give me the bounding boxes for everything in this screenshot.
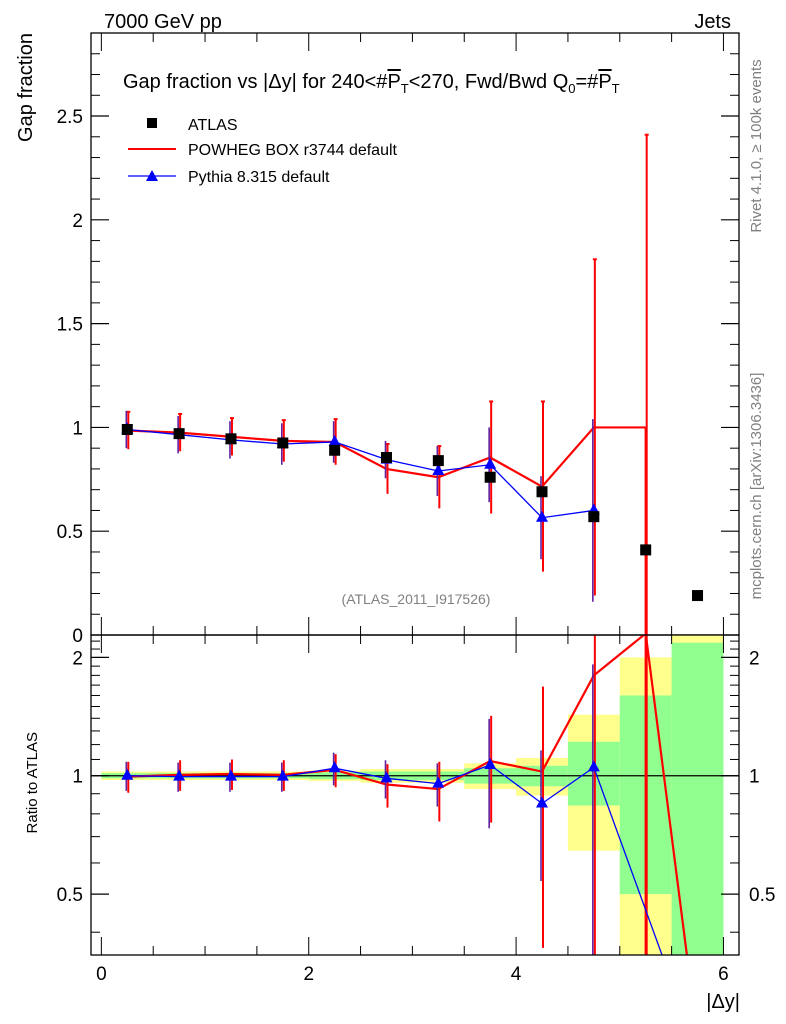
top-ylabel: Gap fraction: [15, 33, 37, 142]
ratio-xtick-label: 2: [303, 964, 314, 985]
top-series: [121, 133, 704, 635]
ratio-xtick-label: 4: [511, 964, 522, 985]
bottom-frame: [90, 634, 740, 956]
ratio-pythia-marker: [587, 760, 600, 772]
pythia-marker: [432, 464, 445, 476]
ratio-ytick-label: 2: [72, 648, 83, 669]
atlas-marker: [484, 471, 496, 483]
legend: ATLAS POWHEG BOX r3744 default Pythia 8.…: [128, 117, 398, 186]
atlas-marker: [380, 452, 392, 464]
ratio-pythia-marker: [380, 771, 393, 783]
ratio-pythia-marker: [173, 769, 186, 781]
top-ytick-label: 1.5: [57, 315, 83, 336]
top-ytick-label-zero: 0: [72, 626, 83, 647]
top-title: Gap fraction vs |Δy| for 240<#PT<270, Fw…: [123, 71, 620, 96]
ratio-ytick-label-right: 1: [749, 767, 760, 788]
pythia-marker: [484, 457, 497, 469]
powheg-line: [127, 426, 646, 488]
legend-pythia-marker: [146, 170, 158, 181]
pythia-marker: [328, 434, 341, 446]
top-ytick-label: 2: [72, 211, 83, 232]
ratio-pythia-marker: [484, 757, 497, 769]
atlas-marker: [121, 423, 133, 435]
ratio-pythia-marker: [328, 761, 341, 773]
ratio-ytick-label-right: 2: [749, 648, 760, 669]
atlas-marker: [329, 444, 341, 456]
atlas-marker: [588, 511, 600, 523]
atlas-marker: [536, 486, 548, 498]
ratio-bands: [101, 635, 724, 955]
analysis-watermark: (ATLAS_2011_I917526): [342, 591, 491, 607]
ratio-pythia-marker: [432, 776, 445, 788]
top-ytick-label: 2.5: [57, 107, 83, 128]
top-panel: 0.5 1 1.5 2 2.5 0 Gap fraction Gap fraction v…: [15, 32, 740, 647]
ratio-ylabel: Ratio to ATLAS: [24, 732, 41, 833]
legend-atlas-marker: [147, 118, 157, 128]
legend-pythia-label: Pythia 8.315 default: [188, 169, 330, 186]
top-ytick-label: 0.5: [57, 522, 83, 543]
top-axis-ticks: 0.5 1 1.5 2 2.5 0: [57, 33, 739, 647]
ratio-pythia-marker: [224, 769, 237, 781]
ratio-ytick-label-right: 0.5: [749, 885, 775, 906]
header-left: 7000 GeV pp: [104, 11, 222, 33]
ratio-ytick-label: 1: [72, 767, 83, 788]
pythia-line: [127, 428, 594, 519]
ratio-xtick-label: 0: [96, 964, 107, 985]
ratio-ytick-label: 0.5: [57, 885, 83, 906]
ratio-series: [121, 635, 689, 955]
legend-powheg-label: POWHEG BOX r3744 default: [188, 142, 398, 159]
mcplots-label: mcplots.cern.ch [arXiv:1306.3436]: [748, 373, 765, 600]
ratio-xtick-label: 6: [718, 964, 729, 985]
atlas-marker: [640, 544, 652, 556]
atlas-marker: [173, 428, 185, 440]
x-axis-label: |Δy|: [706, 991, 740, 1013]
atlas-marker: [225, 433, 237, 445]
ratio-pythia-marker: [121, 768, 134, 780]
atlas-marker: [432, 455, 444, 467]
bottom-axis-ticks: 0.5 0.5 1 1 2 2 0 2 4 6: [57, 635, 775, 985]
ratio-band-green: [671, 642, 724, 955]
bottom-panel: 0.5 0.5 1 1 2 2 0 2 4 6 Ratio to ATLAS |Δy|: [24, 634, 775, 1013]
pythia-marker: [536, 510, 549, 522]
top-ytick-label: 1: [72, 418, 83, 439]
rivet-label: Rivet 4.1.0, ≥ 100k events: [748, 59, 765, 232]
legend-atlas-label: ATLAS: [188, 117, 238, 134]
ratio-powheg-line: [127, 635, 689, 955]
ratio-pythia-marker: [276, 769, 289, 781]
header-right: Jets: [694, 11, 731, 33]
ratio-pythia-marker: [536, 796, 549, 808]
atlas-marker: [277, 437, 289, 449]
atlas-marker: [692, 590, 704, 602]
